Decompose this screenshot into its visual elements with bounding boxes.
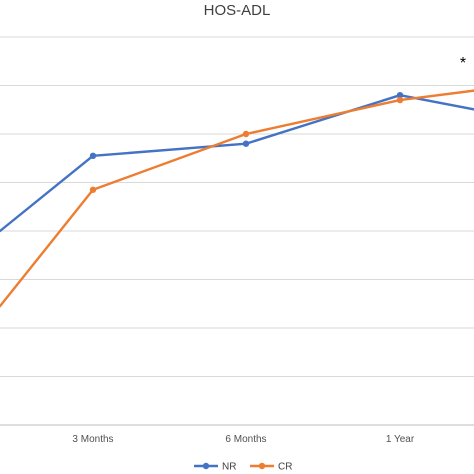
x-tick-labels: 3 Months 6 Months 1 Year (72, 434, 414, 445)
series-line-cr (0, 89, 474, 308)
x-tick-label: 6 Months (225, 434, 266, 445)
series-layer (0, 89, 474, 308)
significance-marker: * (460, 55, 466, 72)
data-point-cr (89, 186, 97, 193)
data-point-nr (89, 152, 97, 160)
legend-marker-cr (258, 462, 266, 470)
data-point-cr (242, 130, 250, 138)
legend-label-cr: CR (278, 462, 292, 473)
legend-label-nr: NR (222, 462, 236, 473)
data-point-nr (396, 92, 404, 99)
series-line-nr (0, 93, 474, 233)
legend: NR CR (194, 462, 292, 473)
legend-marker-nr (202, 462, 210, 470)
data-point-nr (242, 140, 250, 147)
x-tick-label: 1 Year (386, 434, 415, 445)
gridlines (0, 36, 474, 426)
x-tick-label: 3 Months (72, 434, 113, 445)
chart-title: HOS-ADL (204, 2, 271, 19)
data-point-cr (396, 96, 404, 104)
